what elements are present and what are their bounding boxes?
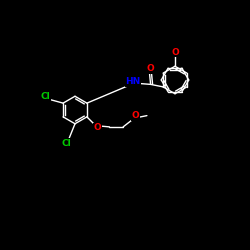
Text: O: O (146, 64, 154, 74)
Text: O: O (132, 111, 140, 120)
Text: HN: HN (126, 78, 141, 86)
Text: Cl: Cl (41, 92, 50, 102)
Text: O: O (94, 123, 102, 132)
Text: O: O (171, 48, 179, 57)
Text: Cl: Cl (62, 138, 71, 147)
